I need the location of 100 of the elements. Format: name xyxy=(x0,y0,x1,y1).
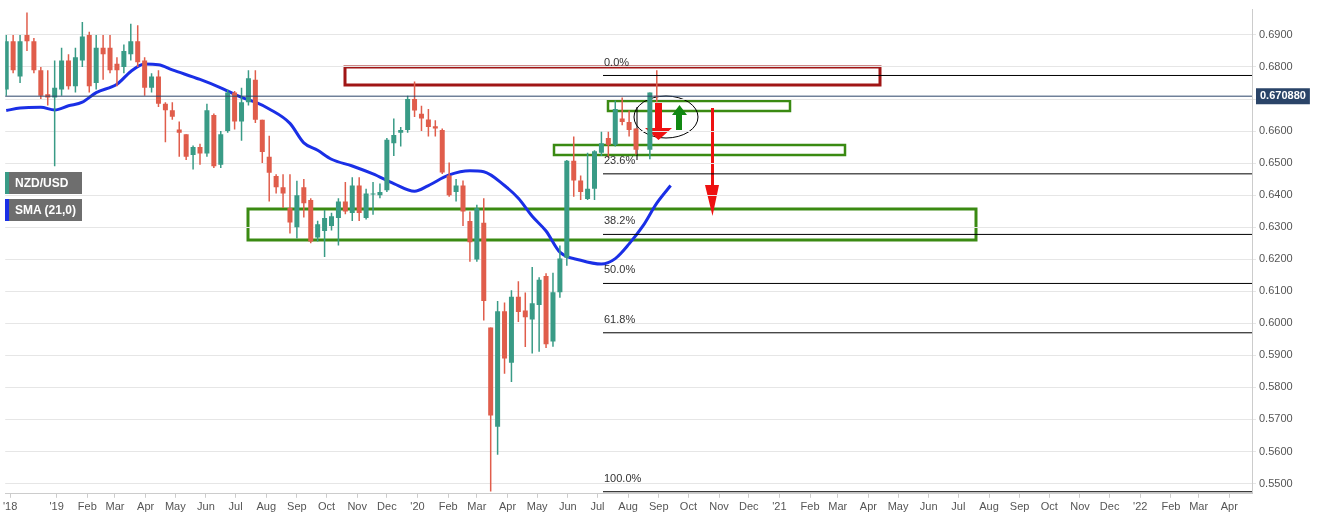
y-tick-label: 0.5600 xyxy=(1259,444,1293,457)
candlestick xyxy=(128,22,134,62)
candlestick xyxy=(335,197,341,247)
candlestick xyxy=(412,80,418,118)
candlestick xyxy=(626,109,632,138)
candlestick xyxy=(197,143,203,166)
annotation: 100.0% xyxy=(604,471,642,484)
x-tick-label: '22 xyxy=(1133,500,1148,513)
candlestick xyxy=(190,144,196,171)
y-tick-label: 0.6500 xyxy=(1259,156,1293,169)
annotation: 61.8% xyxy=(604,312,636,325)
x-tick-label: Feb xyxy=(438,500,458,513)
candlestick xyxy=(467,210,473,263)
legend-label: SMA (21,0) xyxy=(14,202,77,219)
x-tick-label: Apr xyxy=(859,500,878,513)
annotation: 23.6% xyxy=(604,153,636,166)
y-tick-label: 0.5500 xyxy=(1259,476,1293,489)
candlestick xyxy=(266,135,272,203)
x-tick-label: Sep xyxy=(1009,500,1030,513)
x-tick-label: Mar xyxy=(467,500,487,513)
x-tick-label: Sep xyxy=(287,500,307,513)
y-tick-label: 0.6200 xyxy=(1259,252,1293,265)
x-tick-label: Nov xyxy=(347,500,368,513)
candlestick xyxy=(162,101,168,144)
y-tick-label: 0.6300 xyxy=(1259,220,1293,233)
candlestick xyxy=(183,133,189,161)
x-tick-label: '21 xyxy=(772,500,787,513)
x-tick-label: '18 xyxy=(3,500,18,513)
x-tick-label: May xyxy=(887,500,909,513)
x-tick-label: '19 xyxy=(49,500,64,513)
x-tick-label: Apr xyxy=(137,500,155,513)
y-tick-label: 0.6600 xyxy=(1259,124,1293,137)
x-tick-label: Dec xyxy=(377,500,398,513)
x-tick-label: Nov xyxy=(1070,500,1091,513)
x-tick-label: May xyxy=(526,500,549,513)
x-tick-label: Mar xyxy=(828,500,848,513)
candlestick xyxy=(398,126,404,148)
x-tick-label: Oct xyxy=(318,500,336,513)
x-tick-label: Aug xyxy=(979,500,999,513)
candlestick xyxy=(135,24,141,68)
x-tick-label: Nov xyxy=(709,500,730,513)
y-tick-label: 0.6400 xyxy=(1259,188,1293,201)
candlestick xyxy=(425,108,431,138)
x-tick-label: Jun xyxy=(558,500,577,513)
x-tick-label: Jun xyxy=(919,500,938,513)
candlestick xyxy=(121,43,127,75)
annotation: 50.0% xyxy=(604,263,636,276)
candlestick xyxy=(273,173,279,195)
candlestick xyxy=(149,72,155,94)
x-tick-label: Apr xyxy=(498,500,517,513)
candlestick xyxy=(287,173,293,235)
candlestick xyxy=(391,117,397,157)
x-tick-label: Dec xyxy=(738,500,760,513)
y-tick-label: 0.5800 xyxy=(1259,380,1293,393)
x-tick-label: Oct xyxy=(679,500,697,513)
y-tick-label: 0.6800 xyxy=(1259,59,1293,72)
x-tick-label: Feb xyxy=(1161,500,1181,513)
x-tick-label: Aug xyxy=(256,500,277,513)
x-tick-label: Jul xyxy=(590,500,605,513)
candlestick xyxy=(239,87,245,142)
x-tick-label: Jul xyxy=(228,500,243,513)
candlestick xyxy=(571,135,577,198)
candlestick xyxy=(301,178,307,219)
x-tick-label: Jul xyxy=(951,500,966,513)
x-tick-label: May xyxy=(164,500,187,513)
candlestick xyxy=(322,209,328,258)
y-tick-label: 0.6900 xyxy=(1259,27,1293,40)
x-tick-label: Mar xyxy=(1189,500,1209,513)
candlestick xyxy=(578,174,584,201)
ref-line-label: 0.670880 xyxy=(1260,89,1306,102)
x-tick-label: Feb xyxy=(77,500,97,513)
candlestick xyxy=(529,266,535,355)
candlestick xyxy=(24,11,30,52)
x-tick-label: Sep xyxy=(648,500,669,513)
y-tick-label: 0.6000 xyxy=(1259,316,1293,329)
candlestick xyxy=(342,181,348,216)
candlestick xyxy=(446,161,452,198)
candlestick xyxy=(176,120,182,158)
candlestick xyxy=(100,34,106,81)
annotation: 38.2% xyxy=(604,214,636,227)
y-tick-label: 0.6100 xyxy=(1259,284,1293,297)
x-tick-label: Feb xyxy=(800,500,820,513)
y-tick-label: 0.5900 xyxy=(1259,348,1293,361)
x-tick-label: Mar xyxy=(105,500,125,513)
legend-label: NZD/USD xyxy=(14,175,70,192)
candlestick xyxy=(280,173,286,209)
x-tick-label: Aug xyxy=(618,500,638,513)
candlestick xyxy=(418,104,424,132)
x-tick-label: Jun xyxy=(197,500,215,513)
candlestick xyxy=(585,152,591,201)
annotation: 0.0% xyxy=(604,55,630,68)
x-tick-label: '20 xyxy=(410,500,425,513)
candlestick xyxy=(598,130,604,157)
candlestick xyxy=(315,220,321,243)
candlestick xyxy=(453,178,459,203)
x-tick-label: Oct xyxy=(1040,500,1058,513)
candlestick xyxy=(515,280,521,323)
x-tick-label: Dec xyxy=(1099,500,1120,513)
x-tick-label: Apr xyxy=(1220,500,1239,513)
y-tick-label: 0.5700 xyxy=(1259,412,1293,425)
